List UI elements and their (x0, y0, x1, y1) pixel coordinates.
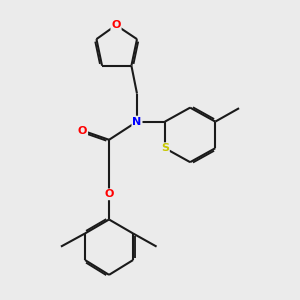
Text: S: S (161, 143, 169, 153)
Text: N: N (132, 117, 142, 127)
Text: O: O (111, 20, 121, 30)
Text: O: O (104, 189, 114, 199)
Text: O: O (78, 126, 87, 136)
